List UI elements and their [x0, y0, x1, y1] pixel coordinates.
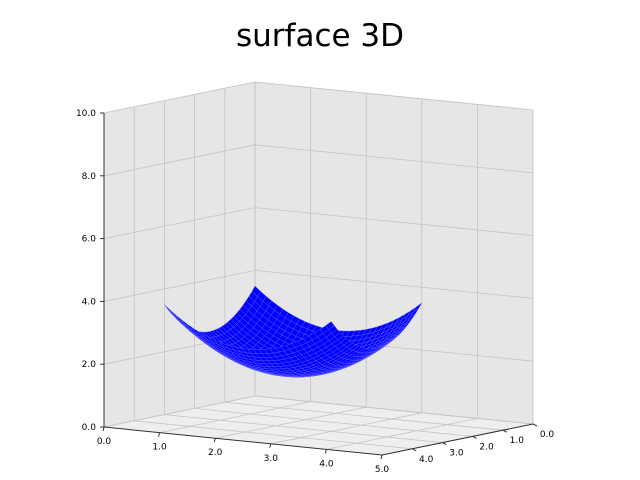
- y-tick: [502, 429, 508, 433]
- x-tick: [102, 426, 105, 432]
- z-tick-label: 8.0: [82, 172, 97, 182]
- y-tick: [532, 423, 538, 427]
- x-tick: [269, 443, 272, 448]
- y-tick: [411, 448, 417, 452]
- y-tick-label: 3.0: [449, 449, 464, 459]
- x-tick: [213, 438, 216, 443]
- y-floor-gridline: [254, 395, 534, 425]
- x-floor-gridline: [215, 406, 367, 439]
- y-floor-gridline: [134, 420, 413, 450]
- x-axis-line: [103, 426, 383, 456]
- chart-title: surface 3D: [235, 18, 405, 54]
- x-floor-gridline: [270, 412, 422, 445]
- z-tick-label: 0.0: [82, 423, 97, 433]
- x-floor-gridline: [103, 395, 256, 428]
- z-tick-label: 4.0: [82, 297, 97, 307]
- x-tick-label: 4.0: [319, 459, 334, 469]
- x-tick-label: 5.0: [375, 465, 390, 475]
- x-tick: [324, 449, 327, 454]
- z-tick-label: 6.0: [82, 235, 97, 245]
- surface-mesh: [164, 285, 422, 378]
- y-tick: [472, 435, 477, 439]
- y-tick-label: 1.0: [510, 436, 525, 446]
- x-tick-label: 3.0: [264, 454, 279, 464]
- x-tick: [380, 454, 383, 460]
- y-tick: [442, 442, 447, 446]
- y-tick-label: 4.0: [419, 455, 434, 465]
- x-tick-label: 0.0: [97, 437, 112, 447]
- surface-patch: [325, 321, 335, 330]
- x-tick: [158, 432, 161, 437]
- x-tick-label: 2.0: [208, 448, 223, 458]
- x-tick-label: 1.0: [152, 443, 167, 453]
- x-floor-gridline: [159, 401, 311, 433]
- z-tick-label: 2.0: [82, 360, 97, 370]
- y-tick-label: 0.0: [540, 430, 555, 440]
- left-pane: [103, 81, 256, 428]
- y-floor-gridline: [164, 414, 443, 443]
- z-tick-label: 10.0: [76, 109, 96, 119]
- y-floor-gridline: [224, 401, 503, 431]
- y-floor-gridline: [194, 408, 473, 437]
- x-floor-gridline: [326, 418, 478, 450]
- y-tick-label: 2.0: [479, 442, 494, 452]
- y-axis-line: [381, 423, 534, 456]
